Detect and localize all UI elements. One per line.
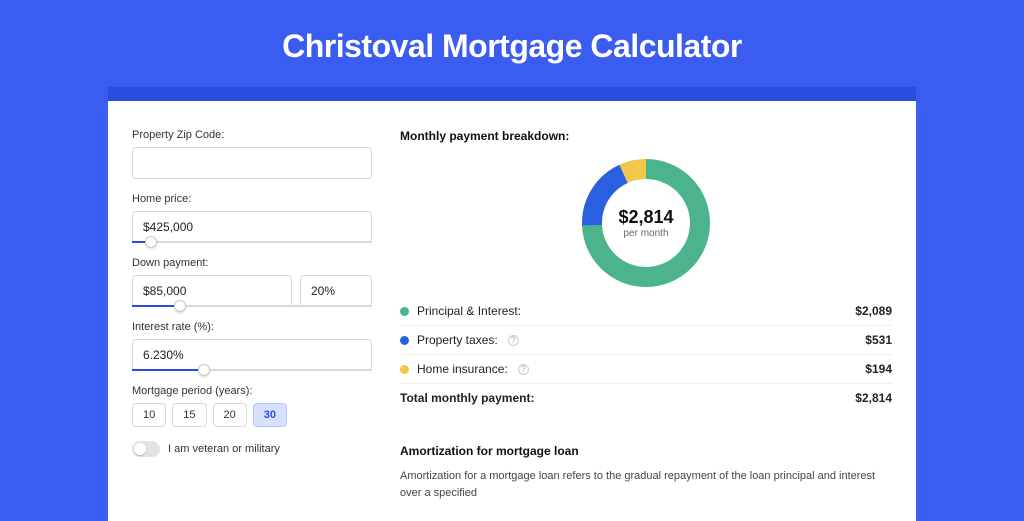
donut-chart-container: $2,814 per month [400,153,892,297]
zip-field-group: Property Zip Code: [132,129,372,179]
down-payment-percent-input[interactable] [300,275,372,307]
legend-value-principal_interest: $2,089 [855,304,892,318]
period-option-10[interactable]: 10 [132,403,166,427]
legend-row-home_insurance: Home insurance:? $194 [400,355,892,384]
legend-dot-principal_interest [400,307,409,316]
veteran-row: I am veteran or military [132,441,372,457]
info-icon[interactable]: ? [508,335,519,346]
legend-label-home_insurance: Home insurance: [417,362,508,376]
period-options: 1015 2030 [132,403,372,427]
legend-value-home_insurance: $194 [865,362,892,376]
total-value: $2,814 [855,391,892,405]
total-label: Total monthly payment: [400,391,534,405]
donut-total-value: $2,814 [618,207,673,228]
home-price-slider-thumb[interactable] [145,236,157,248]
home-price-slider[interactable] [132,241,372,243]
veteran-label: I am veteran or military [168,443,280,455]
legend-label-principal_interest: Principal & Interest: [417,304,521,318]
legend-row-principal_interest: Principal & Interest: $2,089 [400,297,892,326]
total-row: Total monthly payment: $2,814 [400,384,892,412]
zip-label: Property Zip Code: [132,129,372,141]
breakdown-title: Monthly payment breakdown: [400,129,892,143]
home-price-field-group: Home price: [132,193,372,243]
legend-row-property_taxes: Property taxes:? $531 [400,326,892,355]
donut-chart: $2,814 per month [582,159,710,287]
page-title: Christoval Mortgage Calculator [0,0,1024,87]
down-payment-amount-input[interactable] [132,275,292,307]
form-column: Property Zip Code: Home price: Down paym… [132,129,372,521]
amortization-section: Amortization for mortgage loan Amortizat… [400,430,892,501]
down-payment-label: Down payment: [132,257,372,269]
period-option-15[interactable]: 15 [172,403,206,427]
down-payment-field-group: Down payment: [132,257,372,307]
period-option-30[interactable]: 30 [253,403,287,427]
period-field-group: Mortgage period (years): 1015 2030 [132,385,372,427]
period-label: Mortgage period (years): [132,385,372,397]
legend-value-property_taxes: $531 [865,333,892,347]
interest-rate-field-group: Interest rate (%): [132,321,372,371]
down-payment-slider[interactable] [132,305,372,307]
interest-rate-slider-thumb[interactable] [198,364,210,376]
amortization-text: Amortization for a mortgage loan refers … [400,468,892,501]
zip-input[interactable] [132,147,372,179]
veteran-toggle[interactable] [132,441,160,457]
donut-center: $2,814 per month [618,207,673,239]
interest-rate-slider[interactable] [132,369,372,371]
legend: Principal & Interest: $2,089 Property taxe… [400,297,892,384]
donut-total-label: per month [618,228,673,239]
info-icon[interactable]: ? [518,364,529,375]
down-payment-slider-thumb[interactable] [174,300,186,312]
interest-rate-label: Interest rate (%): [132,321,372,333]
legend-label-property_taxes: Property taxes: [417,333,498,347]
breakdown-column: Monthly payment breakdown: $2,814 per mo… [400,129,892,521]
interest-rate-input[interactable] [132,339,372,371]
period-option-20[interactable]: 20 [213,403,247,427]
legend-dot-home_insurance [400,365,409,374]
veteran-toggle-knob [134,443,146,455]
home-price-input[interactable] [132,211,372,243]
home-price-label: Home price: [132,193,372,205]
calculator-card: Property Zip Code: Home price: Down paym… [108,101,916,521]
legend-dot-property_taxes [400,336,409,345]
amortization-title: Amortization for mortgage loan [400,444,892,458]
